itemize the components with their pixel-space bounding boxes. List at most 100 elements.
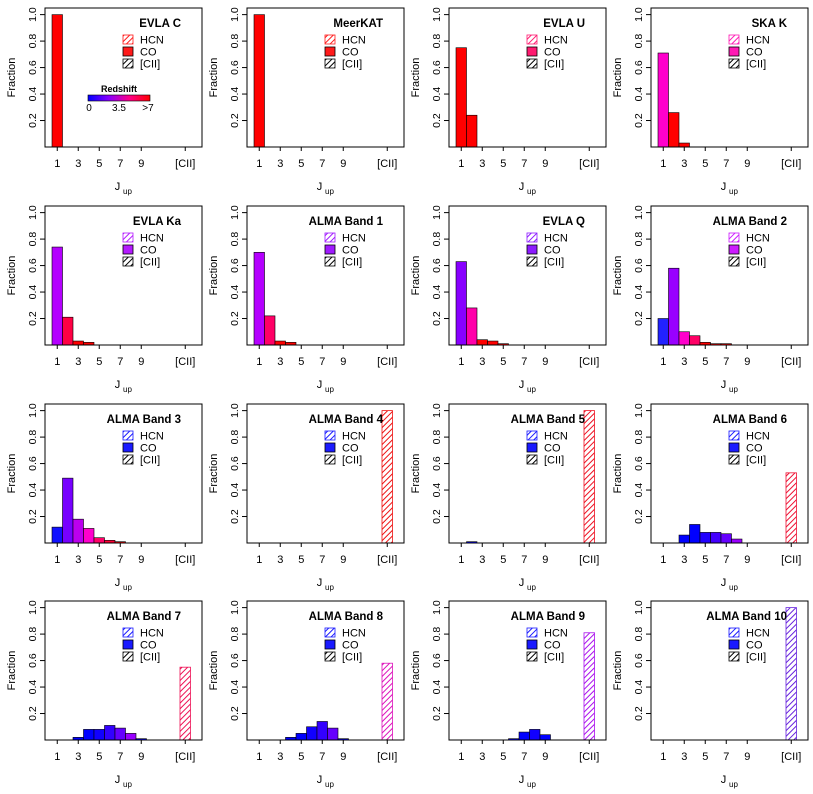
legend-swatch bbox=[728, 232, 740, 243]
co-bar bbox=[316, 721, 328, 741]
y-axis-label: Fraction bbox=[612, 651, 624, 691]
legend-swatch bbox=[324, 442, 336, 453]
co-bar bbox=[657, 318, 669, 346]
y-tick-label: 1.0 bbox=[431, 205, 443, 220]
y-tick-label: 1.0 bbox=[27, 600, 39, 615]
legend-swatch bbox=[122, 651, 134, 662]
legend-label: [CII] bbox=[746, 59, 766, 71]
co-bar bbox=[487, 340, 499, 346]
legend-label: CO bbox=[746, 47, 763, 59]
x-tick-label: 7 bbox=[117, 554, 123, 566]
x-tick-label: 9 bbox=[542, 158, 548, 170]
x-tick-label: 3 bbox=[75, 751, 81, 763]
co-bar bbox=[51, 14, 63, 148]
x-tick-label: 3 bbox=[277, 554, 283, 566]
x-tick-label: 3 bbox=[479, 751, 485, 763]
y-tick-label: 1.0 bbox=[27, 205, 39, 220]
x-tick-label: 9 bbox=[138, 554, 144, 566]
legend-swatch bbox=[122, 34, 134, 45]
legend-label: HCN bbox=[140, 628, 164, 640]
legend-swatch bbox=[122, 430, 134, 441]
y-tick-label: 0.6 bbox=[229, 653, 241, 668]
x-tick-label: 5 bbox=[298, 751, 304, 763]
legend-swatch bbox=[324, 256, 336, 267]
y-axis-label: Fraction bbox=[410, 58, 422, 98]
y-tick-label: 0.6 bbox=[27, 258, 39, 273]
legend-label: CO bbox=[342, 640, 359, 652]
y-tick-label: 1.0 bbox=[431, 7, 443, 22]
y-tick-label: 1.0 bbox=[229, 7, 241, 22]
y-tick-label: 0.8 bbox=[27, 627, 39, 642]
legend-swatch bbox=[324, 46, 336, 57]
plot-frame bbox=[448, 205, 607, 346]
y-tick-label: 0.4 bbox=[633, 285, 645, 300]
x-tick-label: 1 bbox=[256, 751, 262, 763]
chart-panel: 0.2 0.4 0.6 0.8 1.0 Fraction 1 3 5 7 9 [CII] J up EVLA… bbox=[6, 7, 203, 196]
co-bar bbox=[689, 524, 701, 544]
y-tick-label: 0.2 bbox=[27, 509, 39, 524]
y-axis-label: Fraction bbox=[410, 651, 422, 691]
legend-label: [CII] bbox=[140, 652, 160, 664]
co-bar bbox=[62, 316, 74, 346]
x-tick-label: 5 bbox=[96, 356, 102, 368]
x-tick-label: [CII] bbox=[175, 554, 195, 566]
x-axis-label-sub: up bbox=[325, 385, 334, 394]
co-bar bbox=[699, 532, 711, 544]
x-tick-label: 9 bbox=[744, 751, 750, 763]
y-tick-label: 0.6 bbox=[633, 653, 645, 668]
chart-title: ALMA Band 1 bbox=[309, 216, 384, 228]
y-axis-label: Fraction bbox=[612, 256, 624, 296]
legend-label: HCN bbox=[544, 431, 568, 443]
y-tick-label: 0.8 bbox=[431, 34, 443, 49]
cii-bar bbox=[381, 662, 393, 741]
legend-label: [CII] bbox=[544, 455, 564, 467]
legend-label: CO bbox=[140, 640, 157, 652]
x-tick-label: 7 bbox=[521, 554, 527, 566]
chart-panel: 0.2 0.4 0.6 0.8 1.0 Fraction 1 3 5 7 9 [CII] J up ALMA… bbox=[6, 403, 203, 592]
legend-swatch bbox=[526, 244, 538, 255]
colorbar-label: 0 bbox=[86, 103, 92, 114]
co-bar bbox=[678, 331, 690, 346]
co-bar bbox=[668, 267, 680, 346]
chart-title: MeerKAT bbox=[333, 18, 383, 30]
co-bar bbox=[529, 729, 541, 741]
x-axis-label-sub: up bbox=[527, 187, 536, 196]
y-tick-label: 0.6 bbox=[229, 60, 241, 75]
y-tick-label: 0.6 bbox=[27, 60, 39, 75]
co-bar bbox=[274, 340, 286, 346]
co-bar bbox=[125, 733, 137, 741]
co-bar bbox=[678, 142, 690, 148]
y-tick-label: 0.6 bbox=[431, 653, 443, 668]
y-tick-label: 1.0 bbox=[27, 7, 39, 22]
co-bar bbox=[93, 729, 105, 741]
x-tick-label: [CII] bbox=[377, 751, 397, 763]
plot-frame bbox=[448, 7, 607, 148]
x-tick-label: 1 bbox=[458, 356, 464, 368]
x-tick-label: 5 bbox=[702, 554, 708, 566]
co-bar bbox=[295, 733, 307, 741]
x-tick-label: 1 bbox=[256, 356, 262, 368]
x-axis-label-sub: up bbox=[325, 187, 334, 196]
x-tick-label: 9 bbox=[340, 356, 346, 368]
y-axis-label: Fraction bbox=[208, 58, 220, 98]
x-tick-label: 1 bbox=[660, 554, 666, 566]
legend-swatch bbox=[122, 442, 134, 453]
y-axis-label: Fraction bbox=[208, 256, 220, 296]
legend-swatch bbox=[122, 639, 134, 650]
x-axis-label-sub: up bbox=[123, 187, 132, 196]
x-tick-label: 3 bbox=[479, 356, 485, 368]
legend-label: HCN bbox=[140, 431, 164, 443]
chart-panel: 0.2 0.4 0.6 0.8 1.0 Fraction 1 3 5 7 9 [CII] J up Meer… bbox=[208, 7, 405, 196]
x-tick-label: [CII] bbox=[175, 356, 195, 368]
x-tick-label: 7 bbox=[117, 356, 123, 368]
legend-swatch bbox=[728, 454, 740, 465]
x-tick-label: 9 bbox=[744, 554, 750, 566]
y-tick-label: 0.8 bbox=[229, 627, 241, 642]
x-axis-label: J bbox=[721, 774, 727, 786]
x-tick-label: 7 bbox=[319, 554, 325, 566]
cii-bar bbox=[583, 632, 595, 741]
x-tick-label: [CII] bbox=[781, 554, 801, 566]
legend-label: HCN bbox=[544, 628, 568, 640]
legend-swatch bbox=[324, 232, 336, 243]
legend-label: CO bbox=[342, 245, 359, 257]
